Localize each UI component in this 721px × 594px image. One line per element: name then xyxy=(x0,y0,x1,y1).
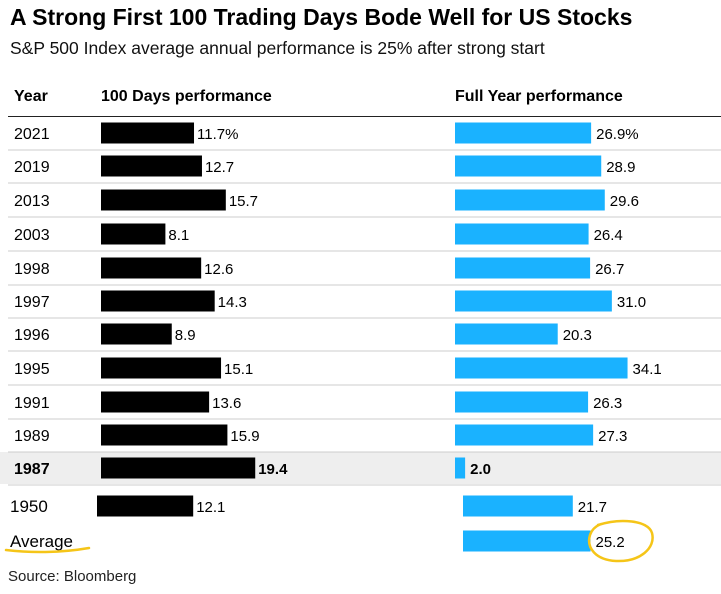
bar-100-days-1998 xyxy=(101,257,202,279)
bar-100-days-1950 xyxy=(97,495,194,517)
label-100-days-1995: 15.1 xyxy=(224,361,253,378)
column-header-100-days: 100 Days performance xyxy=(101,88,272,105)
year-label-1996: 1996 xyxy=(14,327,50,344)
label-full-year-2013: 29.6 xyxy=(610,193,639,210)
label-full-year-1995: 34.1 xyxy=(633,361,662,378)
bar-full-year-1995 xyxy=(455,357,628,379)
bar-100-days-2013 xyxy=(101,189,226,211)
label-100-days-2013: 15.7 xyxy=(229,193,258,210)
bar-100-days-1991 xyxy=(101,391,210,413)
year-label-1987: 1987 xyxy=(14,461,50,478)
chart-title: A Strong First 100 Trading Days Bode Wel… xyxy=(10,4,633,30)
label-full-year-2019: 28.9 xyxy=(606,159,635,176)
label-full-year-average: 25.2 xyxy=(596,534,625,551)
year-label-1995: 1995 xyxy=(14,361,50,378)
source-note: Source: Bloomberg xyxy=(8,568,137,585)
bar-full-year-2013 xyxy=(455,189,605,211)
bar-full-year-1950 xyxy=(463,495,573,517)
label-100-days-1989: 15.9 xyxy=(230,428,259,445)
label-full-year-1987: 2.0 xyxy=(470,461,491,478)
bar-100-days-1989 xyxy=(101,424,228,446)
bar-full-year-2003 xyxy=(455,223,589,245)
bar-full-year-1989 xyxy=(455,424,594,446)
bar-100-days-1997 xyxy=(101,290,215,312)
label-full-year-1991: 26.3 xyxy=(593,395,622,412)
bar-100-days-2019 xyxy=(101,155,202,177)
label-full-year-1998: 26.7 xyxy=(595,261,624,278)
average-circle-annotation xyxy=(587,519,654,563)
bar-full-year-1997 xyxy=(455,290,612,312)
label-100-days-1987: 19.4 xyxy=(258,461,288,478)
year-label-1989: 1989 xyxy=(14,428,50,445)
column-header-year: Year xyxy=(14,88,48,105)
average-underline-annotation xyxy=(4,546,91,554)
year-label-1997: 1997 xyxy=(14,294,50,311)
bar-full-year-average xyxy=(463,530,591,552)
bar-100-days-2021 xyxy=(101,122,195,144)
year-label-2013: 2013 xyxy=(14,193,50,210)
bar-full-year-2019 xyxy=(455,155,602,177)
chart-subtitle: S&P 500 Index average annual performance… xyxy=(10,38,545,58)
label-full-year-1997: 31.0 xyxy=(617,294,646,311)
bar-100-days-1987 xyxy=(101,457,256,479)
bar-100-days-1995 xyxy=(101,357,222,379)
label-full-year-2003: 26.4 xyxy=(594,227,623,244)
column-header-full-year: Full Year performance xyxy=(455,88,623,105)
bar-100-days-1996 xyxy=(101,323,172,345)
bar-100-days-2003 xyxy=(101,223,166,245)
label-100-days-2019: 12.7 xyxy=(205,159,234,176)
bar-full-year-1987 xyxy=(455,457,466,479)
label-full-year-2021: 26.9% xyxy=(596,126,639,143)
bar-full-year-2021 xyxy=(455,122,592,144)
label-100-days-2021: 11.7% xyxy=(197,126,238,143)
label-100-days-1950: 12.1 xyxy=(196,499,225,516)
bar-full-year-1996 xyxy=(455,323,558,345)
label-100-days-2003: 8.1 xyxy=(168,227,189,244)
header-divider xyxy=(8,116,721,117)
bar-full-year-1998 xyxy=(455,257,591,279)
year-label-2021: 2021 xyxy=(14,126,50,143)
label-100-days-1997: 14.3 xyxy=(218,294,247,311)
label-100-days-1991: 13.6 xyxy=(212,395,241,412)
year-label-2019: 2019 xyxy=(14,159,50,176)
label-100-days-1998: 12.6 xyxy=(204,261,233,278)
year-label-1998: 1998 xyxy=(14,261,50,278)
label-100-days-1996: 8.9 xyxy=(175,327,196,344)
year-label-1950: 1950 xyxy=(10,497,48,516)
year-label-2003: 2003 xyxy=(14,227,50,244)
label-full-year-1989: 27.3 xyxy=(598,428,627,445)
year-label-1991: 1991 xyxy=(14,395,50,412)
label-full-year-1996: 20.3 xyxy=(563,327,592,344)
bar-full-year-1991 xyxy=(455,391,589,413)
label-full-year-1950: 21.7 xyxy=(578,499,607,516)
year-label-average: Average xyxy=(10,532,73,551)
